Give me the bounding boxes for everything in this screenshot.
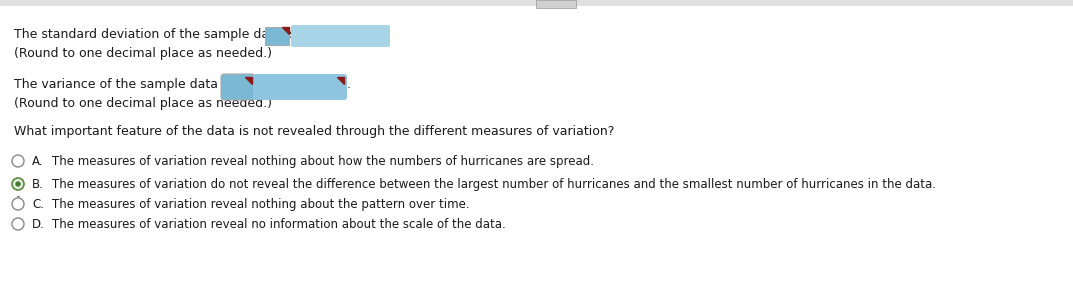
FancyBboxPatch shape (291, 25, 389, 47)
Text: B.: B. (32, 178, 44, 191)
Text: (Round to one decimal place as needed.): (Round to one decimal place as needed.) (14, 97, 271, 110)
Circle shape (12, 218, 24, 230)
Circle shape (15, 181, 20, 187)
FancyBboxPatch shape (221, 74, 255, 100)
Text: D.: D. (32, 218, 45, 231)
FancyBboxPatch shape (253, 74, 347, 100)
Text: The measures of variation reveal no information about the scale of the data.: The measures of variation reveal no info… (52, 218, 505, 231)
Text: (Round to one decimal place as needed.): (Round to one decimal place as needed.) (14, 47, 271, 60)
Polygon shape (337, 77, 344, 84)
Text: The measures of variation do not reveal the difference between the largest numbe: The measures of variation do not reveal … (52, 178, 936, 191)
Text: The measures of variation reveal nothing about the pattern over time.: The measures of variation reveal nothing… (52, 198, 470, 211)
FancyBboxPatch shape (265, 27, 289, 45)
Text: C.: C. (32, 198, 44, 211)
Text: The standard deviation of the sample data is: The standard deviation of the sample dat… (14, 28, 296, 41)
Polygon shape (245, 77, 252, 84)
Polygon shape (282, 27, 289, 34)
FancyBboxPatch shape (0, 0, 1073, 6)
Text: The measures of variation reveal nothing about how the numbers of hurricanes are: The measures of variation reveal nothing… (52, 155, 594, 168)
Text: .: . (347, 78, 351, 91)
Circle shape (12, 198, 24, 210)
Text: What important feature of the data is not revealed through the different measure: What important feature of the data is no… (14, 125, 615, 138)
Text: The variance of the sample data is: The variance of the sample data is (14, 78, 232, 91)
Text: A.: A. (32, 155, 44, 168)
FancyBboxPatch shape (536, 0, 576, 8)
Circle shape (12, 155, 24, 167)
Circle shape (12, 178, 24, 190)
